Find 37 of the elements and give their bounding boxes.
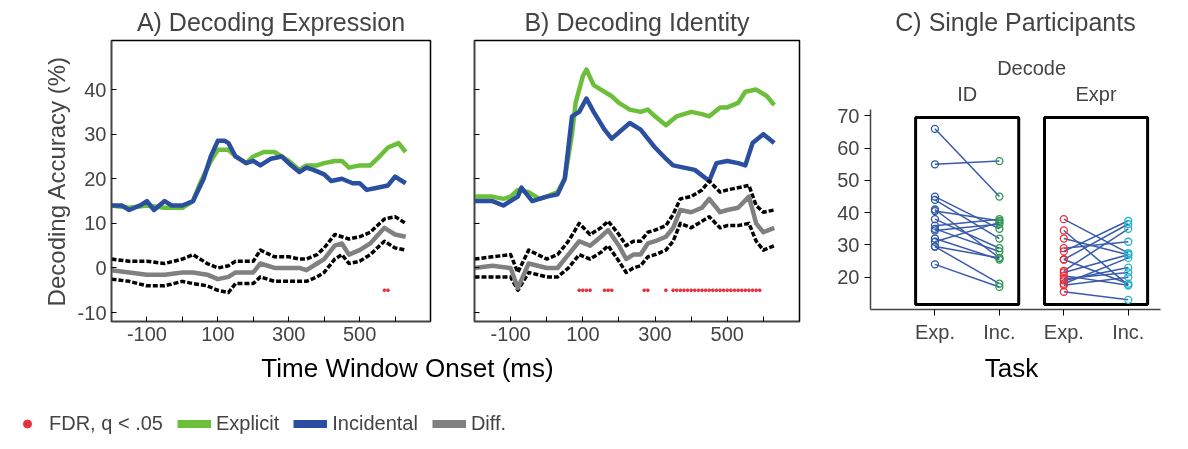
x-tick-label: Exp. (914, 320, 955, 343)
y-tick-label: 10 (84, 212, 107, 235)
x-tick-label: 500 (710, 322, 744, 345)
text: Expr (1075, 82, 1117, 105)
y-axis-title: Decoding Accuracy (%) (42, 56, 70, 307)
y-tick-label: 40 (837, 201, 860, 224)
x-tick-label: Inc. (1112, 320, 1145, 343)
legend-label: FDR, q < .05 (49, 411, 163, 435)
x-tick-label: -100 (126, 322, 167, 345)
x-tick-label: 100 (201, 322, 235, 345)
y-tick-label: 30 (84, 123, 107, 146)
x-axis-title: Task (984, 352, 1039, 385)
x-tick-label: Exp. (1043, 320, 1084, 343)
x-axis-title: Time Window Onset (ms) (261, 352, 554, 385)
chart-title: A) Decoding Expression (136, 7, 406, 36)
text: ID (957, 82, 978, 105)
y-tick-label: 50 (837, 169, 860, 192)
y-tick-label: 60 (837, 137, 860, 160)
x-tick-label: 300 (638, 322, 672, 345)
y-tick-label: 40 (84, 78, 107, 101)
y-tick-label: 70 (837, 104, 860, 127)
x-tick-label: -100 (490, 322, 531, 345)
y-tick-label: 0 (95, 256, 107, 279)
legend-label: Incidental (332, 411, 418, 435)
legend-label: Diff. (470, 411, 507, 435)
chart-title: B) Decoding Identity (524, 7, 751, 36)
legend-label: Explicit (215, 411, 280, 435)
y-tick-label: -10 (77, 301, 107, 324)
x-tick-label: 500 (342, 322, 377, 345)
y-tick-label: 30 (837, 233, 860, 256)
x-tick-label: 100 (566, 322, 600, 345)
y-tick-label: 20 (837, 266, 860, 289)
y-tick-label: 20 (84, 167, 107, 190)
x-tick-label: Inc. (983, 320, 1016, 343)
text: Decode (997, 57, 1067, 80)
x-tick-label: 300 (272, 322, 306, 345)
chart-title: C) Single Participants (895, 7, 1136, 36)
